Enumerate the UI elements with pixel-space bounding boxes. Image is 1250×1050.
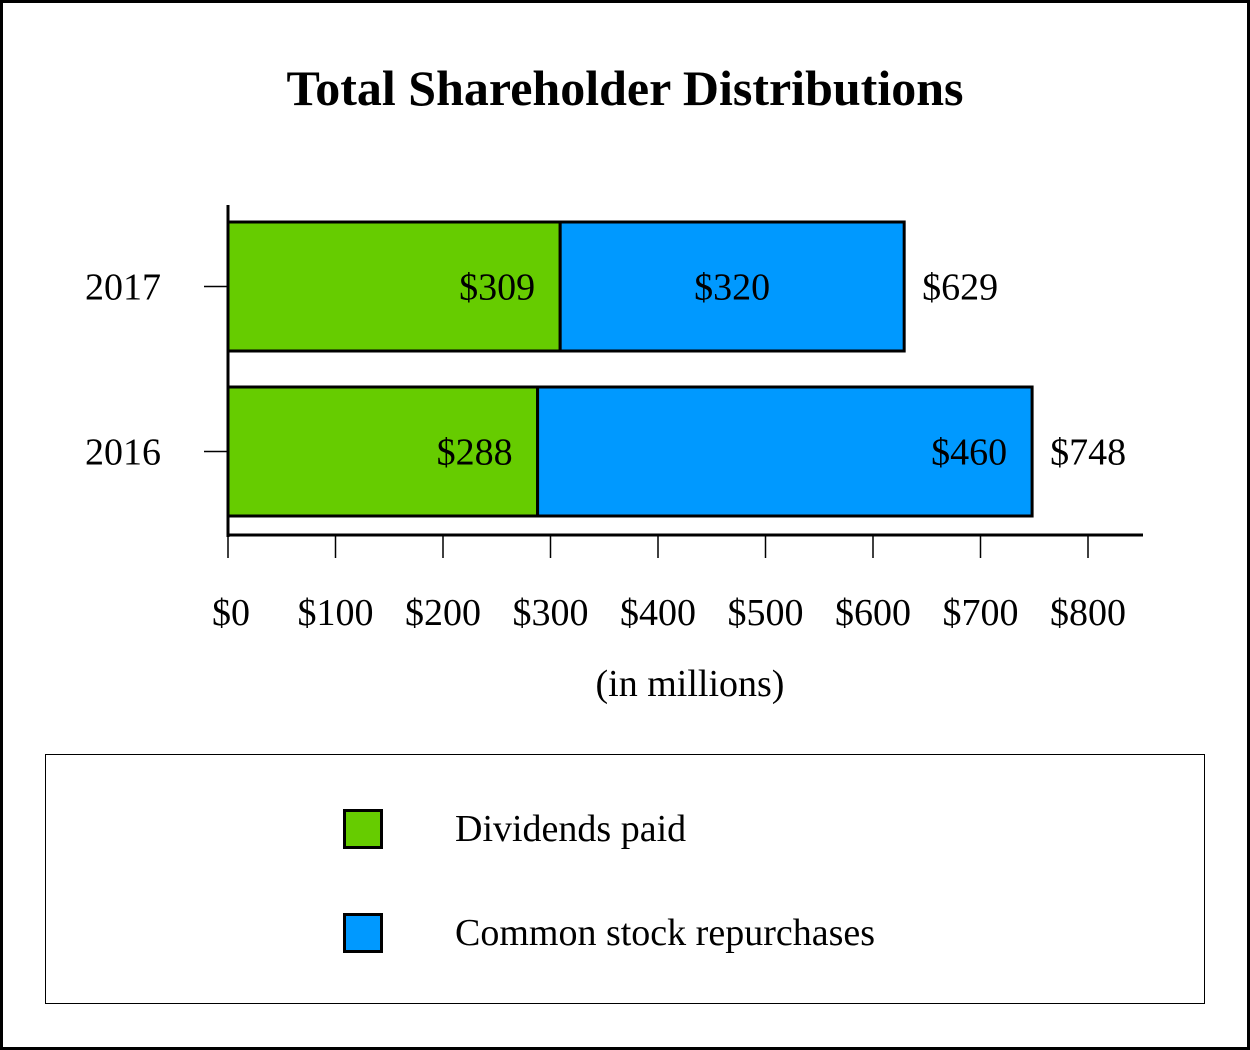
x-tick-label: $200 xyxy=(405,592,481,634)
plot-area: $309 $320 $629 2017 $288 $460 $748 2016 $0 $100 $2… xyxy=(85,205,1143,705)
x-tick-label: $100 xyxy=(298,592,374,634)
legend-swatch-dividends xyxy=(343,809,383,849)
legend: Dividends paid Common stock repurchases xyxy=(45,754,1205,1004)
bar-2016-dividends xyxy=(226,385,540,518)
data-label: $288 xyxy=(437,432,513,474)
legend-item-dividends: Dividends paid xyxy=(343,809,686,849)
x-tick-label: $0 xyxy=(212,592,250,634)
total-label: $748 xyxy=(1050,432,1126,474)
data-label: $460 xyxy=(931,432,1007,474)
x-axis-label: (in millions) xyxy=(596,663,785,705)
x-tick-label: $300 xyxy=(513,592,589,634)
x-tick-label: $600 xyxy=(835,592,911,634)
y-tick-label: 2016 xyxy=(85,432,161,474)
data-label: $309 xyxy=(459,267,535,309)
chart-title: Total Shareholder Distributions xyxy=(286,60,964,116)
legend-swatch-repurchases xyxy=(343,913,383,953)
x-tick-label: $700 xyxy=(943,592,1019,634)
total-label: $629 xyxy=(922,267,998,309)
bar-2017-repurchases xyxy=(558,220,906,353)
legend-label-repurchases: Common stock repurchases xyxy=(455,912,876,954)
bar-2016-repurchases xyxy=(536,385,1034,518)
data-label: $320 xyxy=(694,267,770,309)
x-tick-label: $800 xyxy=(1050,592,1126,634)
x-tick-label: $400 xyxy=(620,592,696,634)
x-tick-label: $500 xyxy=(728,592,804,634)
legend-label-dividends: Dividends paid xyxy=(455,808,687,850)
y-tick-label: 2017 xyxy=(85,267,161,309)
bar-2017-dividends xyxy=(226,220,562,353)
legend-item-repurchases: Common stock repurchases xyxy=(343,913,875,953)
